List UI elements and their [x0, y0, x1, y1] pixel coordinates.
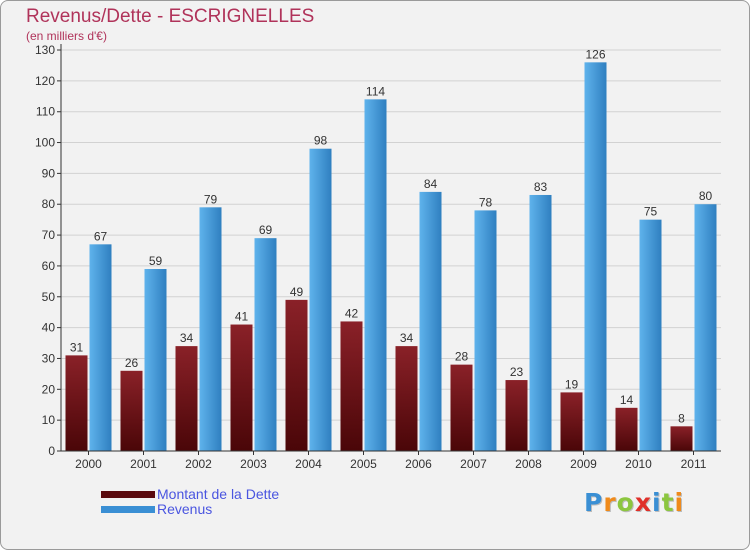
logo-letter: i: [674, 488, 685, 517]
bars: [65, 62, 717, 451]
data-label-revenus: 69: [259, 223, 273, 237]
y-tick-label: 10: [42, 413, 56, 427]
data-label-revenus: 83: [534, 180, 548, 194]
bar-revenus: [254, 238, 277, 451]
labels: 0 10 20 30 40 50 60 70 80 90 100 110 120 130 31 67 2000 2…: [35, 43, 713, 471]
logo-letter: t: [661, 488, 675, 517]
x-tick-label: 2011: [681, 457, 707, 471]
logo-letter: P: [584, 488, 604, 517]
data-label-dette: 41: [235, 310, 249, 324]
axes: [57, 44, 721, 455]
data-label-revenus: 79: [204, 192, 218, 206]
y-tick-label: 80: [42, 197, 56, 211]
x-tick-label: 2004: [295, 457, 322, 471]
data-label-dette: 19: [565, 377, 579, 391]
y-tick-label: 130: [35, 43, 55, 57]
x-tick-label: 2010: [625, 457, 652, 471]
data-label-revenus: 84: [424, 177, 438, 191]
x-tick-label: 2000: [75, 457, 102, 471]
y-tick-label: 30: [42, 351, 56, 365]
legend-label-dette: Montant de la Dette: [157, 486, 280, 502]
chart-subtitle: (en milliers d'€): [26, 29, 107, 43]
y-tick-label: 40: [42, 321, 56, 335]
y-tick-label: 60: [42, 259, 56, 273]
data-label-dette: 28: [455, 350, 469, 364]
bar-dette: [285, 299, 308, 451]
data-label-revenus: 80: [699, 189, 713, 203]
x-tick-label: 2003: [240, 457, 267, 471]
logo-letter: r: [603, 488, 617, 517]
logo-letter: o: [616, 488, 635, 517]
logo-letter: i: [652, 488, 662, 517]
grid-lines: [61, 49, 721, 452]
x-tick-label: 2005: [350, 457, 377, 471]
y-tick-label: 20: [42, 382, 56, 396]
x-tick-label: 2009: [570, 457, 597, 471]
data-label-dette: 34: [400, 331, 414, 345]
data-label-revenus: 75: [644, 205, 658, 219]
proxiti-logo: Proxiti: [584, 488, 684, 517]
bar-dette: [670, 426, 693, 451]
bar-revenus: [364, 99, 387, 451]
y-tick-label: 100: [35, 136, 55, 150]
chart-title: Revenus/Dette - ESCRIGNELLES: [26, 6, 315, 27]
bar-revenus: [89, 244, 112, 451]
bar-revenus: [474, 210, 497, 451]
bar-revenus: [144, 269, 167, 451]
legend-swatch-revenus: [101, 506, 155, 513]
bar-revenus: [309, 148, 332, 451]
y-tick-label: 0: [48, 444, 55, 458]
data-label-revenus: 114: [366, 84, 385, 98]
bar-revenus: [529, 194, 552, 451]
x-tick-label: 2001: [130, 457, 157, 471]
bar-dette: [175, 346, 198, 451]
x-tick-label: 2008: [515, 457, 542, 471]
y-tick-label: 110: [36, 105, 55, 119]
data-label-dette: 31: [70, 340, 84, 354]
data-label-revenus: 126: [585, 47, 605, 61]
data-label-dette: 14: [620, 393, 634, 407]
legend-swatch-dette: [101, 491, 155, 498]
data-label-revenus: 98: [314, 134, 328, 148]
legend-label-revenus: Revenus: [157, 501, 213, 517]
data-label-dette: 23: [510, 365, 524, 379]
bar-dette: [120, 370, 143, 451]
y-tick-label: 90: [42, 166, 56, 180]
bar-dette: [65, 355, 88, 451]
bar-dette: [615, 407, 638, 451]
bar-revenus: [584, 62, 607, 451]
bar-revenus: [199, 207, 222, 451]
logo-letter: x: [634, 488, 652, 517]
data-label-dette: 42: [345, 306, 359, 320]
bar-revenus: [694, 204, 717, 451]
y-tick-label: 50: [42, 290, 56, 304]
data-label-dette: 26: [125, 356, 139, 370]
y-tick-label: 120: [35, 74, 55, 88]
data-label-dette: 8: [678, 411, 685, 425]
data-label-dette: 34: [180, 331, 194, 345]
x-tick-label: 2007: [460, 457, 487, 471]
data-label-dette: 49: [290, 285, 304, 299]
bar-dette: [340, 321, 363, 451]
x-tick-label: 2002: [185, 457, 212, 471]
data-label-revenus: 67: [94, 229, 108, 243]
data-label-revenus: 78: [479, 195, 493, 209]
bar-dette: [560, 392, 583, 451]
bar-dette: [395, 346, 418, 451]
data-label-revenus: 59: [149, 254, 163, 268]
bar-revenus: [419, 191, 442, 451]
y-tick-label: 70: [42, 228, 56, 242]
bar-revenus: [639, 219, 662, 451]
bar-dette: [230, 324, 253, 451]
bar-dette: [505, 380, 528, 451]
x-tick-label: 2006: [405, 457, 432, 471]
bar-dette: [450, 364, 473, 451]
